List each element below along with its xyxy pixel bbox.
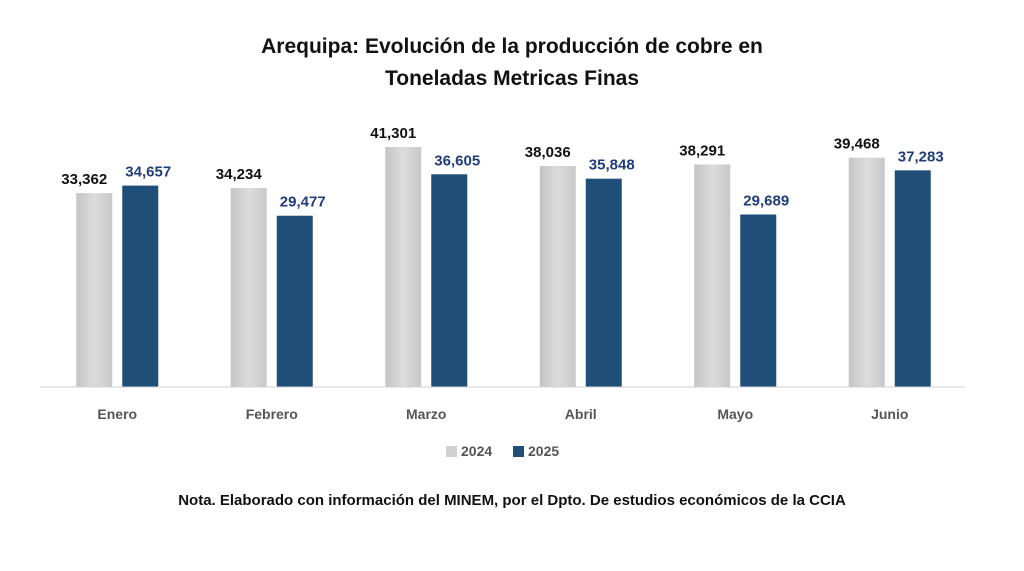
bar-2024-marzo [385,147,422,387]
legend-swatch-2024 [446,446,457,457]
bar-2025-febrero [276,215,313,387]
bar-chart: 33,362 34,657 Enero 34,234 29,477 Febrero 41,3… [40,125,965,459]
data-label-2024-febrero: 34,234 [216,166,263,183]
category-label-abril: Abril [565,406,597,422]
bar-2025-mayo [740,214,777,387]
data-label-2024-marzo: 41,301 [370,125,416,142]
data-label-2025-marzo: 36,605 [434,152,480,169]
category-label-febrero: Febrero [246,406,298,422]
category-label-enero: Enero [97,406,137,422]
data-label-2025-junio: 37,283 [898,148,944,165]
bar-2025-marzo [431,174,468,387]
bar-2025-junio [894,170,931,387]
legend-label-2025: 2025 [528,443,559,459]
legend-label-2024: 2024 [461,443,492,459]
data-label-2025-enero: 34,657 [125,164,171,181]
data-label-2025-febrero: 29,477 [280,194,326,211]
data-label-2025-mayo: 29,689 [743,192,789,209]
source-note: Nota. Elaborado con información del MINE… [178,492,846,509]
bar-2025-abril [585,178,622,387]
bar-2024-enero [76,193,113,387]
data-label-2025-abril: 35,848 [589,157,635,174]
data-label-2024-junio: 39,468 [834,136,880,153]
data-label-2024-abril: 38,036 [525,144,571,161]
bar-2025-enero [122,185,159,387]
chart-title: Arequipa: Evolución de la producción de … [261,35,763,58]
category-label-marzo: Marzo [406,406,446,422]
category-label-junio: Junio [871,406,908,422]
category-label-mayo: Mayo [717,406,753,422]
legend-swatch-2025 [513,446,524,457]
bar-2024-febrero [230,188,267,387]
bar-2024-abril [539,165,576,387]
bar-2024-mayo [694,164,731,387]
data-label-2024-mayo: 38,291 [679,142,725,159]
bar-2024-junio [848,157,885,387]
data-label-2024-enero: 33,362 [61,171,107,188]
chart-subtitle: Toneladas Metricas Finas [384,67,640,90]
